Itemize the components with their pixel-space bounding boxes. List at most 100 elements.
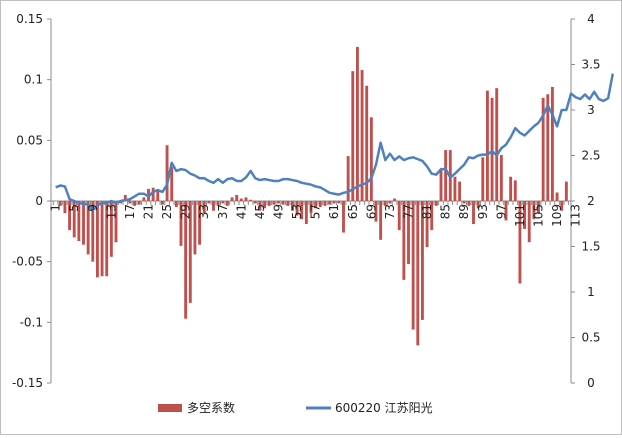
left-tick-label: 0.15 bbox=[16, 12, 43, 26]
bar bbox=[491, 98, 494, 201]
legend-label-bars: 多空系数 bbox=[187, 400, 235, 415]
x-tick-label: 77 bbox=[402, 204, 416, 219]
x-tick-label: 29 bbox=[179, 204, 193, 219]
right-tick-label: 4 bbox=[587, 12, 595, 26]
bar bbox=[412, 201, 415, 330]
left-tick-label: 0 bbox=[35, 194, 43, 208]
bar bbox=[458, 182, 461, 201]
legend-swatch-bars bbox=[158, 404, 182, 412]
bar bbox=[138, 201, 141, 205]
left-tick-label: -0.15 bbox=[12, 376, 43, 390]
bar bbox=[240, 199, 243, 201]
bar bbox=[514, 180, 517, 201]
bar bbox=[342, 201, 345, 233]
x-tick-label: 17 bbox=[123, 204, 137, 219]
bar bbox=[333, 201, 336, 203]
x-tick-label: 1 bbox=[49, 204, 63, 212]
right-tick-label: 1.5 bbox=[581, 240, 600, 254]
bar bbox=[207, 201, 210, 203]
bar bbox=[337, 201, 340, 203]
bar bbox=[440, 169, 443, 201]
bar bbox=[221, 201, 224, 203]
bar bbox=[142, 197, 145, 201]
bar bbox=[444, 150, 447, 201]
bar bbox=[128, 201, 131, 203]
x-tick-label: 81 bbox=[420, 204, 434, 219]
x-tick-label: 9 bbox=[86, 204, 100, 212]
left-tick-label: -0.1 bbox=[20, 315, 43, 329]
bar bbox=[347, 156, 350, 201]
x-tick-label: 93 bbox=[476, 204, 490, 219]
bar bbox=[268, 201, 271, 206]
bar bbox=[398, 201, 401, 230]
bar bbox=[245, 197, 248, 201]
bar bbox=[556, 193, 559, 201]
x-tick-label: 21 bbox=[142, 204, 156, 219]
bar bbox=[565, 182, 568, 201]
bar bbox=[254, 201, 257, 203]
right-tick-label: 3 bbox=[587, 103, 595, 117]
bar bbox=[379, 201, 382, 240]
left-tick-label: 0.1 bbox=[24, 73, 43, 87]
bar bbox=[361, 70, 364, 201]
x-tick-label: 13 bbox=[104, 204, 118, 219]
x-tick-label: 45 bbox=[253, 204, 267, 219]
x-tick-label: 73 bbox=[383, 204, 397, 219]
bar bbox=[277, 201, 280, 203]
line-series-layer bbox=[56, 74, 613, 211]
x-tick-label: 49 bbox=[272, 204, 286, 219]
bar bbox=[393, 199, 396, 201]
legend: 多空系数 600220 江苏阳光 bbox=[158, 400, 433, 415]
x-tick-label: 97 bbox=[494, 204, 508, 219]
bar bbox=[101, 201, 104, 276]
bar bbox=[166, 145, 169, 201]
x-tick-label: 65 bbox=[346, 204, 360, 219]
bar bbox=[231, 197, 234, 201]
bar bbox=[528, 201, 531, 242]
bar bbox=[212, 201, 215, 211]
x-tick-label: 101 bbox=[513, 204, 527, 227]
bar-series-layer bbox=[54, 47, 568, 345]
right-tick-label: 2 bbox=[587, 194, 595, 208]
legend-label-line: 600220 江苏阳光 bbox=[335, 401, 433, 415]
bar bbox=[249, 200, 252, 201]
bar bbox=[453, 177, 456, 201]
bar bbox=[509, 177, 512, 201]
x-tick-label: 69 bbox=[364, 204, 378, 219]
bar bbox=[388, 201, 391, 203]
bar bbox=[356, 47, 359, 201]
left-tick-label: -0.05 bbox=[12, 255, 43, 269]
x-tick-label: 105 bbox=[532, 204, 546, 227]
bar bbox=[472, 201, 475, 224]
x-tick-label: 113 bbox=[569, 204, 583, 227]
x-tick-label: 37 bbox=[216, 204, 230, 219]
right-tick-label: 3.5 bbox=[581, 58, 600, 72]
bar bbox=[481, 157, 484, 201]
bar bbox=[351, 71, 354, 201]
bar bbox=[500, 155, 503, 201]
x-tick-label: 53 bbox=[290, 204, 304, 219]
bar bbox=[156, 191, 159, 201]
right-tick-label: 2.5 bbox=[581, 149, 600, 163]
right-tick-label: 0 bbox=[587, 376, 595, 390]
x-tick-label: 89 bbox=[457, 204, 471, 219]
bar bbox=[175, 201, 178, 207]
bar bbox=[82, 201, 85, 245]
bar bbox=[286, 201, 289, 206]
bar bbox=[305, 201, 308, 224]
bar bbox=[435, 201, 438, 206]
bar bbox=[193, 201, 196, 254]
x-tick-label: 41 bbox=[234, 204, 248, 219]
bar bbox=[235, 195, 238, 201]
x-tick-label: 5 bbox=[67, 204, 81, 212]
x-tick-label: 85 bbox=[439, 204, 453, 219]
x-tick-label: 109 bbox=[550, 204, 564, 227]
bar bbox=[370, 117, 373, 201]
x-tick-label: 61 bbox=[327, 204, 341, 219]
line-series-600220 bbox=[56, 74, 613, 211]
x-tick-label: 57 bbox=[309, 204, 323, 219]
x-tick-label: 25 bbox=[160, 204, 174, 219]
bar bbox=[63, 201, 66, 213]
